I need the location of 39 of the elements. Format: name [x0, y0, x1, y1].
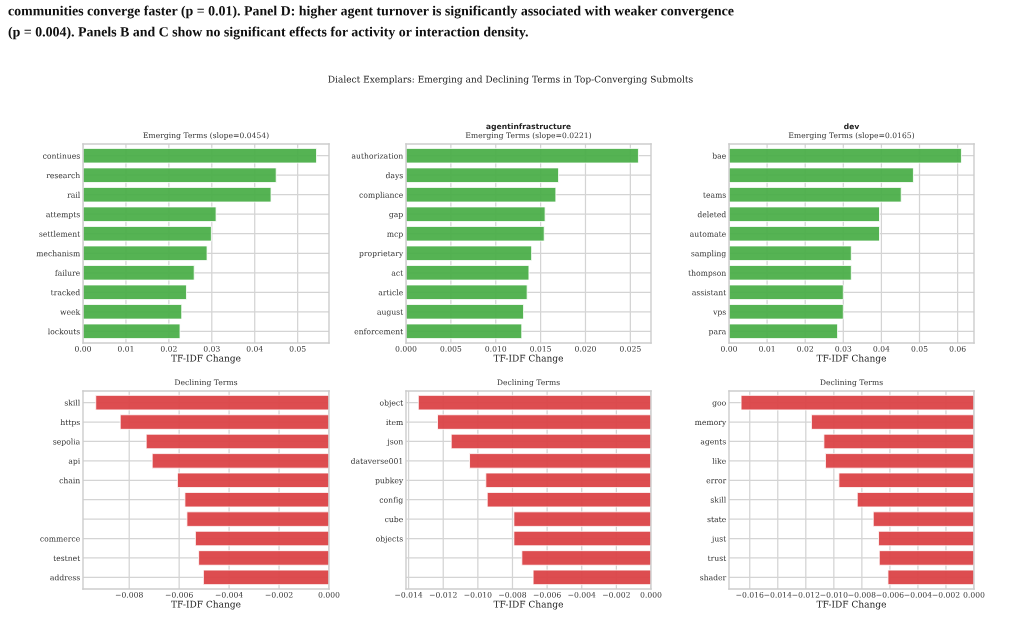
bar: [729, 186, 902, 203]
bar: [83, 245, 208, 261]
bar: [406, 206, 546, 222]
bar: [729, 226, 880, 242]
bar: [729, 304, 844, 320]
text: communities converge faster (p = 0.01). Panel D: higher agent turnover is significantly associated with weaker convergence: [8, 5, 734, 19]
x-axis-title: TF-IDF Change: [171, 354, 241, 364]
x-axis-title: TF-IDF Change: [493, 600, 563, 610]
bar: [83, 265, 195, 281]
bar: [83, 147, 317, 164]
bar: [83, 284, 187, 301]
bar: [83, 167, 277, 183]
bar: [83, 206, 217, 222]
bar: [83, 323, 181, 340]
bar: [729, 265, 852, 281]
bar: [729, 323, 839, 340]
bar: [406, 167, 559, 183]
bar: [406, 284, 528, 301]
bar: [729, 284, 844, 301]
text: Dialect Exemplars: Emerging and Declining Terms in Top-Converging Submolts: [328, 75, 693, 85]
bar: [406, 147, 639, 164]
bar: [406, 226, 545, 242]
x-axis-title: TF-IDF Change: [171, 600, 241, 610]
bar: [406, 245, 533, 261]
bar: [729, 245, 852, 261]
bar: [83, 304, 183, 320]
bar: [406, 304, 524, 320]
bar: [406, 186, 557, 203]
bar: [729, 147, 962, 164]
bar: [406, 265, 530, 281]
bar: [83, 226, 212, 242]
bar: [406, 323, 523, 340]
bar: [729, 167, 914, 183]
bar: [83, 186, 272, 203]
x-axis-title: TF-IDF Change: [816, 600, 886, 610]
x-axis-title: TF-IDF Change: [493, 354, 563, 364]
text: (p = 0.004). Panels B and C show no significant effects for activity or interaction density.: [8, 26, 528, 40]
bar: [729, 206, 880, 222]
x-axis-title: TF-IDF Change: [816, 354, 886, 364]
